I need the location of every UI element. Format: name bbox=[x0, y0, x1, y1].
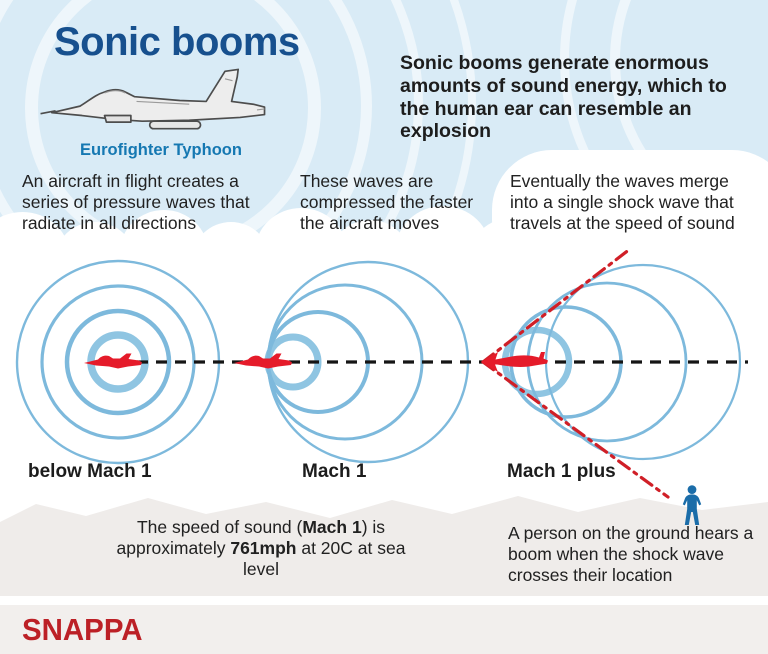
plane-icon-mach1 bbox=[234, 353, 292, 369]
step-text-below-mach1: An aircraft in flight creates a series o… bbox=[22, 171, 250, 233]
brand-logo: SNAPPA bbox=[22, 612, 143, 647]
plane-arrow-icon-mach1plus bbox=[481, 352, 548, 372]
brand-bar-background bbox=[0, 605, 768, 654]
plane-icon-below-mach1 bbox=[84, 353, 142, 369]
cloud-shape bbox=[470, 218, 552, 272]
ground-background bbox=[0, 530, 768, 596]
label-mach1: Mach 1 bbox=[302, 461, 367, 482]
shock-wave-cone-lines bbox=[481, 247, 670, 499]
label-below-mach1: below Mach 1 bbox=[28, 461, 152, 482]
speed-note-text: The speed of sound ( bbox=[136, 517, 303, 537]
cloud-shape bbox=[680, 206, 768, 272]
speed-note-text: at 20C at sea level bbox=[243, 538, 406, 579]
eurofighter-illustration bbox=[40, 68, 266, 130]
speed-note-text: ) is approximately bbox=[116, 517, 386, 558]
speed-note-bold-mach1: Mach 1 bbox=[302, 517, 362, 537]
label-mach1plus: Mach 1 plus bbox=[507, 461, 616, 482]
mountain-silhouette bbox=[0, 496, 768, 533]
step-text-mach1plus: Eventually the waves merge into a single… bbox=[510, 171, 735, 233]
page-title: Sonic booms bbox=[54, 20, 300, 64]
person-note: A person on the ground hears a boom when… bbox=[508, 523, 754, 585]
radiating-arc-decoration bbox=[0, 0, 476, 272]
sky-background bbox=[0, 0, 768, 272]
pressure-wave-diagram bbox=[15, 247, 748, 525]
step-text-mach1: These waves are compressed the faster th… bbox=[300, 171, 474, 233]
person-icon bbox=[682, 485, 702, 525]
speed-note-bold-761mph: 761mph bbox=[230, 538, 297, 558]
speed-of-sound-note: The speed of sound (Mach 1) is approxima… bbox=[108, 517, 414, 580]
aircraft-label: Eurofighter Typhoon bbox=[80, 141, 242, 159]
intro-text: Sonic booms generate enormous amounts of… bbox=[400, 52, 727, 143]
